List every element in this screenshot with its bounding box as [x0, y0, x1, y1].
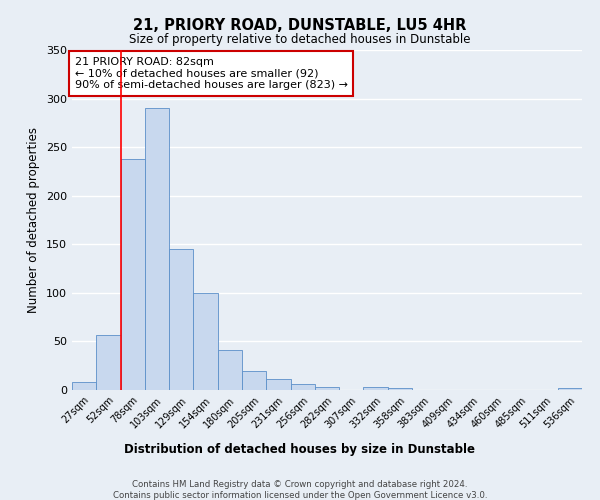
- Bar: [242, 370, 266, 390]
- Bar: [290, 384, 315, 390]
- Bar: [121, 159, 145, 390]
- Text: Size of property relative to detached houses in Dunstable: Size of property relative to detached ho…: [129, 32, 471, 46]
- Bar: [388, 388, 412, 390]
- Y-axis label: Number of detached properties: Number of detached properties: [28, 127, 40, 313]
- Text: Contains public sector information licensed under the Open Government Licence v3: Contains public sector information licen…: [113, 491, 487, 500]
- Bar: [96, 334, 121, 390]
- Bar: [364, 387, 388, 390]
- Bar: [72, 382, 96, 390]
- Text: Distribution of detached houses by size in Dunstable: Distribution of detached houses by size …: [125, 442, 476, 456]
- Bar: [218, 350, 242, 390]
- Bar: [193, 293, 218, 390]
- Text: Contains HM Land Registry data © Crown copyright and database right 2024.: Contains HM Land Registry data © Crown c…: [132, 480, 468, 489]
- Bar: [558, 388, 582, 390]
- Text: 21, PRIORY ROAD, DUNSTABLE, LU5 4HR: 21, PRIORY ROAD, DUNSTABLE, LU5 4HR: [133, 18, 467, 32]
- Bar: [145, 108, 169, 390]
- Bar: [266, 380, 290, 390]
- Bar: [315, 387, 339, 390]
- Bar: [169, 249, 193, 390]
- Text: 21 PRIORY ROAD: 82sqm
← 10% of detached houses are smaller (92)
90% of semi-deta: 21 PRIORY ROAD: 82sqm ← 10% of detached …: [74, 57, 347, 90]
